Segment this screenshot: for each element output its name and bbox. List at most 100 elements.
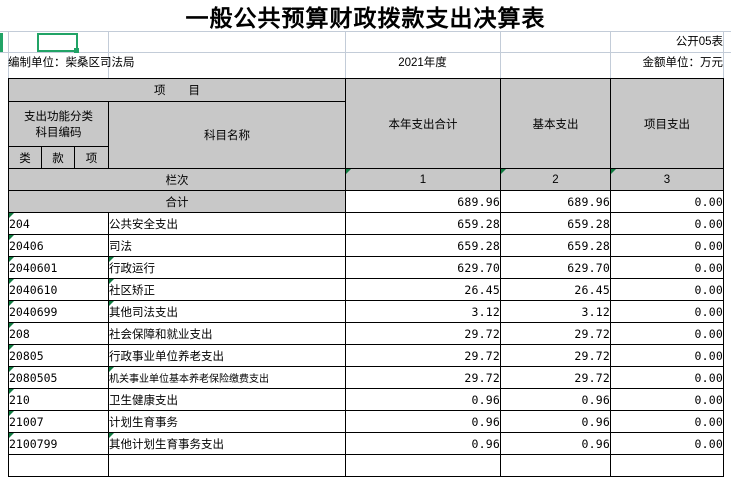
row-code: 2100799 (8, 432, 109, 455)
row-name: 其他计划生育事务支出 (108, 432, 346, 455)
column-number-2: 2 (500, 168, 611, 191)
row-value-2: 659.28 (500, 234, 611, 257)
selection-edge-marker (0, 33, 3, 52)
row-value-3: 0.00 (610, 234, 724, 257)
row-name: 卫生健康支出 (108, 388, 346, 411)
row-value-3: 0.00 (610, 344, 724, 367)
group-header-item: 项 目 (8, 78, 346, 102)
table-row: 20406 司法 659.28 659.28 0.00 (8, 234, 724, 257)
row-value-1: 0.96 (345, 410, 501, 433)
table-row-empty (8, 454, 724, 477)
row-value-3: 0.00 (610, 278, 724, 301)
row-name: 社会保障和就业支出 (108, 322, 346, 345)
column-number-row: 栏次 1 2 3 (8, 168, 724, 191)
row-value-3: 0.00 (610, 212, 724, 235)
row-name: 公共安全支出 (108, 212, 346, 235)
row-name: 社区矫正 (108, 278, 346, 301)
row-value-2: 3.12 (500, 300, 611, 323)
row-code: 20805 (8, 344, 109, 367)
row-value-3: 0.00 (610, 366, 724, 389)
header-function-code-line1: 支出功能分类 (24, 111, 93, 123)
row-name: 司法 (108, 234, 346, 257)
row-value-2: 29.72 (500, 366, 611, 389)
fill-handle[interactable] (74, 48, 79, 53)
table-row: 210 卫生健康支出 0.96 0.96 0.00 (8, 388, 724, 411)
table-row: 204 公共安全支出 659.28 659.28 0.00 (8, 212, 724, 235)
total-value-1: 689.96 (345, 190, 501, 213)
row-code: 208 (8, 322, 109, 345)
row-name: 行政事业单位养老支出 (108, 344, 346, 367)
row-value-1: 0.96 (345, 388, 501, 411)
row-code: 2040610 (8, 278, 109, 301)
sheet-gridlines (0, 31, 731, 79)
meta-row: 编制单位：柴桑区司法局 2021年度 金额单位：万元 (0, 53, 731, 74)
total-value-2: 689.96 (500, 190, 611, 213)
row-code: 2040601 (8, 256, 109, 279)
row-code: 204 (8, 212, 109, 235)
row-value-3: 0.00 (610, 432, 724, 455)
header-subject-name: 科目名称 (108, 101, 346, 169)
compiling-unit: 编制单位：柴桑区司法局 (8, 57, 135, 69)
row-name: 其他司法支出 (108, 300, 346, 323)
header-basic-expenditure: 基本支出 (500, 78, 611, 169)
row-value-2: 659.28 (500, 212, 611, 235)
row-code: 2040699 (8, 300, 109, 323)
table-row: 20805 行政事业单位养老支出 29.72 29.72 0.00 (8, 344, 724, 367)
table-row: 21007 计划生育事务 0.96 0.96 0.00 (8, 410, 724, 433)
form-code: 公开05表 (675, 36, 723, 48)
header-function-code: 支出功能分类 科目编码 (8, 101, 109, 147)
header-row-codecols: 类 款 项 (8, 146, 724, 169)
column-number-1: 1 (345, 168, 501, 191)
header-row-subgroup: 支出功能分类 科目编码 科目名称 (8, 101, 724, 169)
row-value-2: 26.45 (500, 278, 611, 301)
row-value-1: 659.28 (345, 212, 501, 235)
budget-table: 项 目 本年支出合计 基本支出 项目支出 支出功能分类 科目编码 科目名称 类 … (8, 78, 724, 477)
row-value-3: 0.00 (610, 256, 724, 279)
table-row: 2040610 社区矫正 26.45 26.45 0.00 (8, 278, 724, 301)
row-value-2: 29.72 (500, 344, 611, 367)
table-row: 2040699 其他司法支出 3.12 3.12 0.00 (8, 300, 724, 323)
empty-cell (8, 454, 109, 477)
row-code: 210 (8, 388, 109, 411)
row-value-3: 0.00 (610, 388, 724, 411)
header-class: 类 (8, 146, 42, 169)
total-value-3: 0.00 (610, 190, 724, 213)
row-value-1: 659.28 (345, 234, 501, 257)
column-number-label: 栏次 (8, 168, 346, 191)
row-value-3: 0.00 (610, 300, 724, 323)
row-value-1: 29.72 (345, 322, 501, 345)
header-section: 款 (41, 146, 75, 169)
total-row: 合计 689.96 689.96 0.00 (8, 190, 724, 213)
column-number-3: 3 (610, 168, 724, 191)
table-row: 208 社会保障和就业支出 29.72 29.72 0.00 (8, 322, 724, 345)
table-body: 204 公共安全支出 659.28 659.28 0.00 20406 司法 659.28 65… (8, 212, 724, 477)
row-value-2: 0.96 (500, 388, 611, 411)
table-row: 2040601 行政运行 629.70 629.70 0.00 (8, 256, 724, 279)
empty-cell (108, 454, 346, 477)
row-value-2: 29.72 (500, 322, 611, 345)
row-code: 21007 (8, 410, 109, 433)
row-name: 机关事业单位基本养老保险缴费支出 (108, 366, 346, 389)
empty-cell (610, 454, 724, 477)
row-name: 计划生育事务 (108, 410, 346, 433)
page-title: 一般公共预算财政拨款支出决算表 (185, 5, 546, 31)
amount-unit: 金额单位：万元 (642, 57, 724, 69)
active-cell-selection[interactable] (37, 33, 78, 52)
row-code: 2080505 (8, 366, 109, 389)
table-row: 2100799 其他计划生育事务支出 0.96 0.96 0.00 (8, 432, 724, 455)
empty-cell (345, 454, 501, 477)
row-value-2: 629.70 (500, 256, 611, 279)
header-project-expenditure: 项目支出 (610, 78, 724, 169)
empty-cell (500, 454, 611, 477)
row-value-1: 29.72 (345, 344, 501, 367)
row-value-1: 0.96 (345, 432, 501, 455)
table-row: 2080505 机关事业单位基本养老保险缴费支出 29.72 29.72 0.00 (8, 366, 724, 389)
row-code: 20406 (8, 234, 109, 257)
row-value-1: 629.70 (345, 256, 501, 279)
title-band: 一般公共预算财政拨款支出决算表 (0, 0, 731, 31)
row-value-1: 3.12 (345, 300, 501, 323)
header-item: 项 (74, 146, 109, 169)
row-value-3: 0.00 (610, 410, 724, 433)
row-value-1: 29.72 (345, 366, 501, 389)
total-label: 合计 (8, 190, 346, 213)
